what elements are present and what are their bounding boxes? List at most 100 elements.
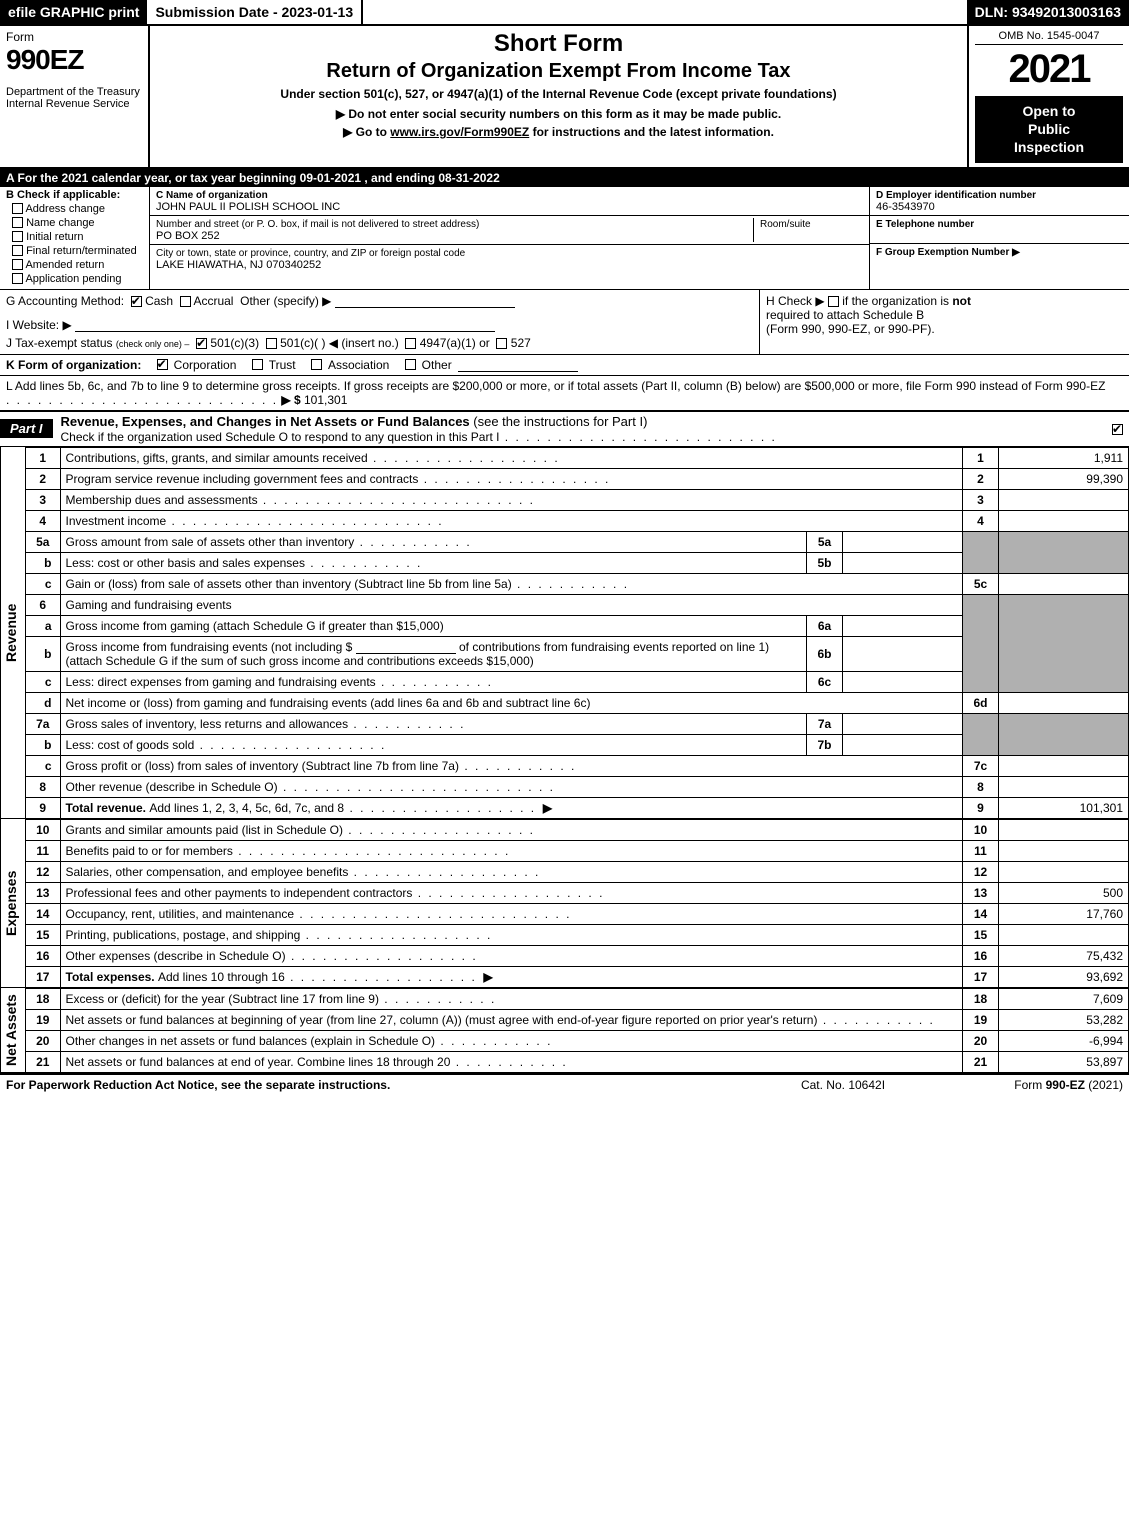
row-k-org-form: K Form of organization: Corporation Trus… [0,355,1129,376]
title-return: Return of Organization Exempt From Incom… [156,60,961,83]
chk-initial-return[interactable]: Initial return [12,231,143,243]
netassets-table: 18 Excess or (deficit) for the year (Sub… [26,988,1129,1073]
subtitle: Under section 501(c), 527, or 4947(a)(1)… [156,87,961,101]
chk-application-pending[interactable]: Application pending [12,273,143,285]
header-left: Form 990EZ Department of the Treasury In… [0,26,150,167]
row-g-accounting: G Accounting Method: Cash Accrual Other … [0,290,759,354]
val-line-5b [843,552,963,573]
val-line-1: 1,911 [999,447,1129,468]
chk-corporation[interactable] [157,359,168,370]
efile-label[interactable]: efile GRAPHIC print [0,0,147,24]
other-org-field[interactable] [458,358,578,372]
block-c-name-address: C Name of organization JOHN PAUL II POLI… [150,187,869,289]
paperwork-notice: For Paperwork Reduction Act Notice, see … [6,1078,743,1092]
val-line-4 [999,510,1129,531]
val-line-6b [843,636,963,671]
line-19: 19 Net assets or fund balances at beginn… [26,1009,1129,1030]
expenses-table: 10 Grants and similar amounts paid (list… [26,819,1129,988]
chk-other-org[interactable] [405,359,416,370]
chk-schedule-b[interactable] [828,296,839,307]
chk-4947[interactable] [405,338,416,349]
val-line-18: 7,609 [999,988,1129,1009]
part-1-header: Part I Revenue, Expenses, and Changes in… [0,411,1129,447]
line-18: 18 Excess or (deficit) for the year (Sub… [26,988,1129,1009]
val-line-9: 101,301 [999,797,1129,818]
irs-link[interactable]: www.irs.gov/Form990EZ [390,125,529,139]
other-method-field[interactable] [335,294,515,308]
line-20: 20 Other changes in net assets or fund b… [26,1030,1129,1051]
header-right: OMB No. 1545-0047 2021 Open to Public In… [969,26,1129,167]
line-1: 1 Contributions, gifts, grants, and simi… [26,447,1129,468]
chk-trust[interactable] [252,359,263,370]
part-1-title: Revenue, Expenses, and Changes in Net As… [53,412,1112,446]
catalog-number: Cat. No. 10642I [743,1078,943,1092]
j-o2: 501(c)( ) ◀ (insert no.) [280,336,399,350]
row-h-schedule-b: H Check ▶ if the organization is not req… [759,290,1129,354]
line-4: 4 Investment income 4 [26,510,1129,531]
accrual-label: Accrual [193,294,233,308]
line-2: 2 Program service revenue including gove… [26,468,1129,489]
chk-association[interactable] [311,359,322,370]
h-not: not [952,294,971,308]
val-line-13: 500 [999,882,1129,903]
val-line-5a [843,531,963,552]
line-13: 13 Professional fees and other payments … [26,882,1129,903]
val-line-20: -6,994 [999,1030,1129,1051]
k-o2: Trust [269,358,296,372]
website-field[interactable] [75,318,495,332]
chk-cash[interactable] [131,296,142,307]
instructions-link-row: ▶ Go to www.irs.gov/Form990EZ for instru… [156,125,961,139]
chk-address-change[interactable]: Address change [12,203,143,215]
k-label: K Form of organization: [6,358,141,372]
revenue-section: Revenue 1 Contributions, gifts, grants, … [0,447,1129,819]
chk-schedule-o-part1[interactable] [1112,424,1123,435]
g-label: G Accounting Method: [6,294,124,308]
chk-501c3[interactable] [196,338,207,349]
chk-name-change[interactable]: Name change [12,217,143,229]
val-line-12 [999,861,1129,882]
omb-number: OMB No. 1545-0047 [975,30,1123,45]
submission-date: Submission Date - 2023-01-13 [147,0,363,24]
line-15: 15 Printing, publications, postage, and … [26,924,1129,945]
header-center: Short Form Return of Organization Exempt… [150,26,969,167]
line-11: 11 Benefits paid to or for members 11 [26,840,1129,861]
chk-527[interactable] [496,338,507,349]
part-1-tag: Part I [0,419,53,438]
block-gh: G Accounting Method: Cash Accrual Other … [0,290,1129,355]
k-o3: Association [328,358,389,372]
line-5a: 5a Gross amount from sale of assets othe… [26,531,1129,552]
val-line-3 [999,489,1129,510]
j-label: J Tax-exempt status [6,336,113,350]
chk-501c[interactable] [266,338,277,349]
line-7a: 7a Gross sales of inventory, less return… [26,713,1129,734]
link-post: for instructions and the latest informat… [529,125,774,139]
chk-amended-return[interactable]: Amended return [12,259,143,271]
h-text1: H Check ▶ [766,294,825,308]
val-line-14: 17,760 [999,903,1129,924]
cash-label: Cash [145,294,173,308]
row-street: Number and street (or P. O. box, if mail… [150,216,869,245]
line-3: 3 Membership dues and assessments 3 [26,489,1129,510]
val-line-7c [999,755,1129,776]
open2: Public [979,120,1119,138]
l-dots [6,393,278,407]
page-footer: For Paperwork Reduction Act Notice, see … [0,1073,1129,1095]
fundraising-amount-field[interactable] [356,640,456,654]
j-o1: 501(c)(3) [210,336,259,350]
line-12: 12 Salaries, other compensation, and emp… [26,861,1129,882]
expenses-section: Expenses 10 Grants and similar amounts p… [0,819,1129,988]
val-line-6a [843,615,963,636]
form-number: 990EZ [6,44,142,76]
form-id-footer: Form 990-EZ (2021) [943,1078,1123,1092]
chk-final-return[interactable]: Final return/terminated [12,245,143,257]
i-label: I Website: ▶ [6,318,72,332]
chk-accrual[interactable] [180,296,191,307]
row-city: City or town, state or province, country… [150,245,869,273]
title-short-form: Short Form [156,30,961,58]
line-9: 9 Total revenue. Add lines 1, 2, 3, 4, 5… [26,797,1129,818]
department: Department of the Treasury Internal Reve… [6,86,142,110]
tax-year: 2021 [975,47,1123,92]
city-value: LAKE HIAWATHA, NJ 070340252 [156,259,321,271]
val-line-5c [999,573,1129,594]
h-text4: (Form 990, 990-EZ, or 990-PF). [766,322,935,336]
